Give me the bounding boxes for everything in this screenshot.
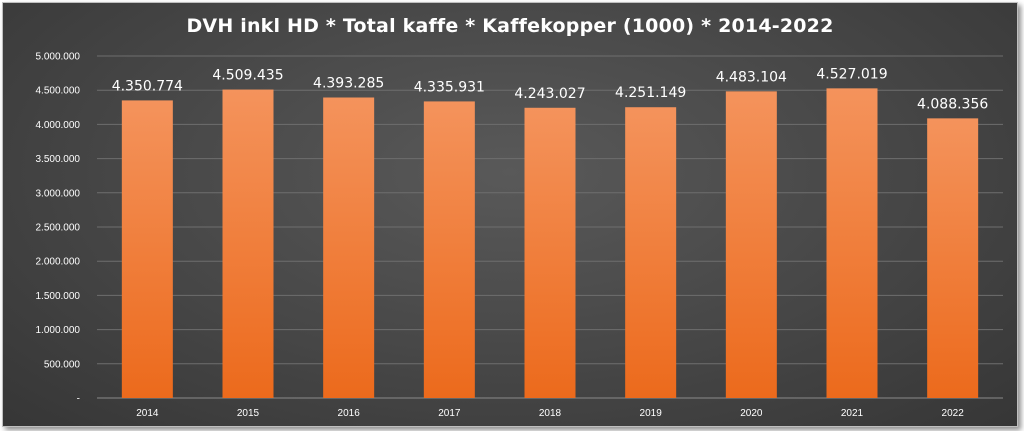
data-label-2021: 4.527.019 — [816, 66, 887, 82]
bar-2015 — [222, 89, 274, 398]
bar-2019 — [625, 107, 677, 398]
data-labels: 4.350.774 4.509.435 4.393.285 4.335.931 4.24… — [112, 66, 989, 112]
data-label-2022: 4.088.356 — [917, 96, 988, 112]
bar-2018 — [524, 107, 576, 399]
bar-2017 — [423, 101, 475, 399]
data-label-2020: 4.483.104 — [716, 69, 787, 85]
data-label-2016: 4.393.285 — [313, 75, 384, 91]
y-tick-label: 2.000.000 — [36, 257, 81, 268]
y-tick-label: - — [77, 394, 80, 405]
bar-2016 — [323, 97, 375, 399]
chart-title: DVH inkl HD * Total kaffe * Kaffekopper … — [186, 15, 834, 37]
data-label-2019: 4.251.149 — [615, 85, 686, 101]
x-tick-label: 2016 — [338, 408, 361, 419]
x-tick-label: 2022 — [942, 408, 965, 419]
bars — [121, 88, 979, 399]
y-tick-label: 3.000.000 — [36, 188, 81, 199]
x-tick-label: 2015 — [237, 408, 260, 419]
x-tick-label: 2019 — [640, 408, 663, 419]
y-tick-label: 1.500.000 — [36, 291, 81, 302]
data-label-2018: 4.243.027 — [514, 86, 585, 102]
x-tick-label: 2021 — [841, 408, 864, 419]
x-tick-label: 2020 — [740, 408, 763, 419]
bar-2014 — [121, 100, 173, 399]
y-tick-label: 4.500.000 — [36, 86, 81, 97]
x-axis-ticks: 2014 2015 2016 2017 2018 2019 2020 2021 2022 — [136, 408, 964, 419]
y-tick-label: 4.000.000 — [36, 120, 81, 131]
chart-frame: DVH inkl HD * Total kaffe * Kaffekopper … — [2, 2, 1018, 427]
y-axis-ticks: - 500.000 1.000.000 1.500.000 2.000.000 2.500… — [36, 52, 81, 405]
x-tick-label: 2017 — [438, 408, 461, 419]
y-tick-label: 5.000.000 — [36, 52, 81, 63]
bar-2021 — [826, 88, 878, 398]
data-label-2017: 4.335.931 — [414, 79, 485, 95]
y-tick-label: 1.000.000 — [36, 325, 81, 336]
x-tick-label: 2018 — [539, 408, 562, 419]
y-tick-label: 3.500.000 — [36, 154, 81, 165]
data-label-2015: 4.509.435 — [212, 68, 283, 84]
y-tick-label: 500.000 — [44, 359, 81, 370]
bar-2022 — [927, 118, 979, 399]
data-label-2014: 4.350.774 — [112, 78, 183, 94]
bar-2020 — [725, 91, 777, 399]
y-tick-label: 2.500.000 — [36, 223, 81, 234]
bar-chart: - 500.000 1.000.000 1.500.000 2.000.000 2.500… — [36, 52, 1003, 419]
x-tick-label: 2014 — [136, 408, 159, 419]
